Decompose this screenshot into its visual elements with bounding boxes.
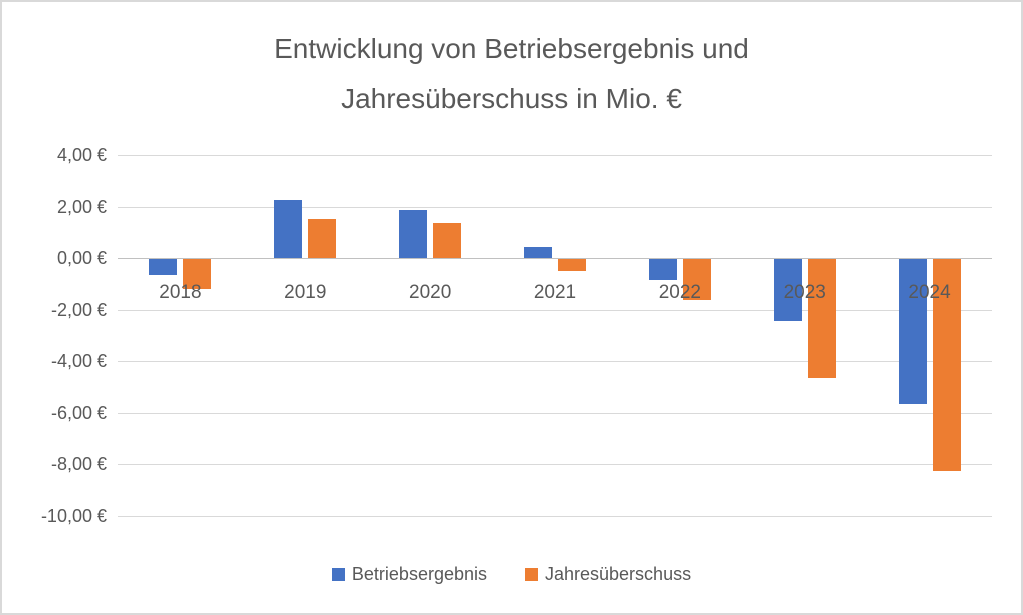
gridline-4 — [118, 155, 992, 156]
y-tick-label--4: -4,00 € — [50, 351, 107, 372]
bar-betriebsergebnis-2018 — [149, 259, 178, 275]
x-tick-label-2023: 2023 — [783, 282, 826, 304]
bar-betriebsergebnis-2021 — [524, 246, 552, 259]
legend-item-betriebsergebnis: Betriebsergebnis — [331, 564, 487, 585]
x-tick-label-2019: 2019 — [284, 282, 327, 304]
bar-betriebsergebnis-2024 — [898, 259, 927, 404]
legend-item-jahresueberschuss: Jahresüberschuss — [525, 564, 691, 585]
x-tick-label-2022: 2022 — [658, 282, 701, 304]
chart-title: Entwicklung von Betriebsergebnis und Jah… — [2, 24, 1021, 124]
gridline--6 — [118, 412, 992, 414]
x-tick-label-2024: 2024 — [908, 282, 951, 304]
gridline--4 — [118, 361, 992, 363]
legend-swatch-jahresueberschuss — [525, 568, 538, 581]
gridline--10 — [118, 516, 992, 517]
bar-betriebsergebnis-2020 — [399, 210, 428, 259]
gridline--2 — [118, 309, 992, 311]
gridline-2 — [118, 206, 992, 208]
y-tick-label--10: -10,00 € — [40, 506, 107, 526]
bar-jahresueberschuss-2018 — [183, 259, 212, 289]
chart-title-line-1: Entwicklung von Betriebsergebnis und — [274, 33, 749, 64]
x-tick-label-2021: 2021 — [533, 282, 577, 304]
bar-jahresueberschuss-2019 — [308, 219, 337, 259]
x-axis-zero-line — [118, 258, 992, 260]
bar-jahresueberschuss-2021 — [558, 259, 586, 271]
bar-jahresueberschuss-2024 — [932, 259, 961, 471]
y-tick-label-2: 2,00 € — [56, 196, 107, 217]
y-tick-label--6: -6,00 € — [50, 402, 107, 423]
bar-betriebsergebnis-2019 — [274, 200, 303, 259]
y-tick-label--2: -2,00 € — [50, 299, 107, 320]
bar-jahresueberschuss-2022 — [682, 259, 711, 301]
y-tick-label--8: -8,00 € — [50, 454, 107, 475]
x-tick-label-2020: 2020 — [409, 282, 452, 304]
bar-betriebsergebnis-2023 — [773, 259, 802, 322]
bar-betriebsergebnis-2022 — [648, 259, 677, 280]
bar-jahresueberschuss-2020 — [433, 223, 462, 259]
y-tick-label-4: 4,00 € — [56, 145, 107, 165]
y-tick-label-0: 0,00 € — [56, 248, 107, 269]
legend-label-betriebsergebnis: Betriebsergebnis — [351, 564, 487, 584]
legend-swatch-betriebsergebnis — [331, 568, 345, 581]
legend-label-jahresueberschuss: Jahresüberschuss — [545, 564, 692, 584]
bar-jahresueberschuss-2023 — [807, 259, 836, 378]
chart-title-line-2: Jahresüberschuss in Mio. € — [341, 83, 682, 114]
gridline--8 — [118, 464, 992, 466]
x-tick-label-2018: 2018 — [159, 282, 202, 304]
legend: Betriebsergebnis Jahresüberschuss — [2, 564, 1021, 585]
